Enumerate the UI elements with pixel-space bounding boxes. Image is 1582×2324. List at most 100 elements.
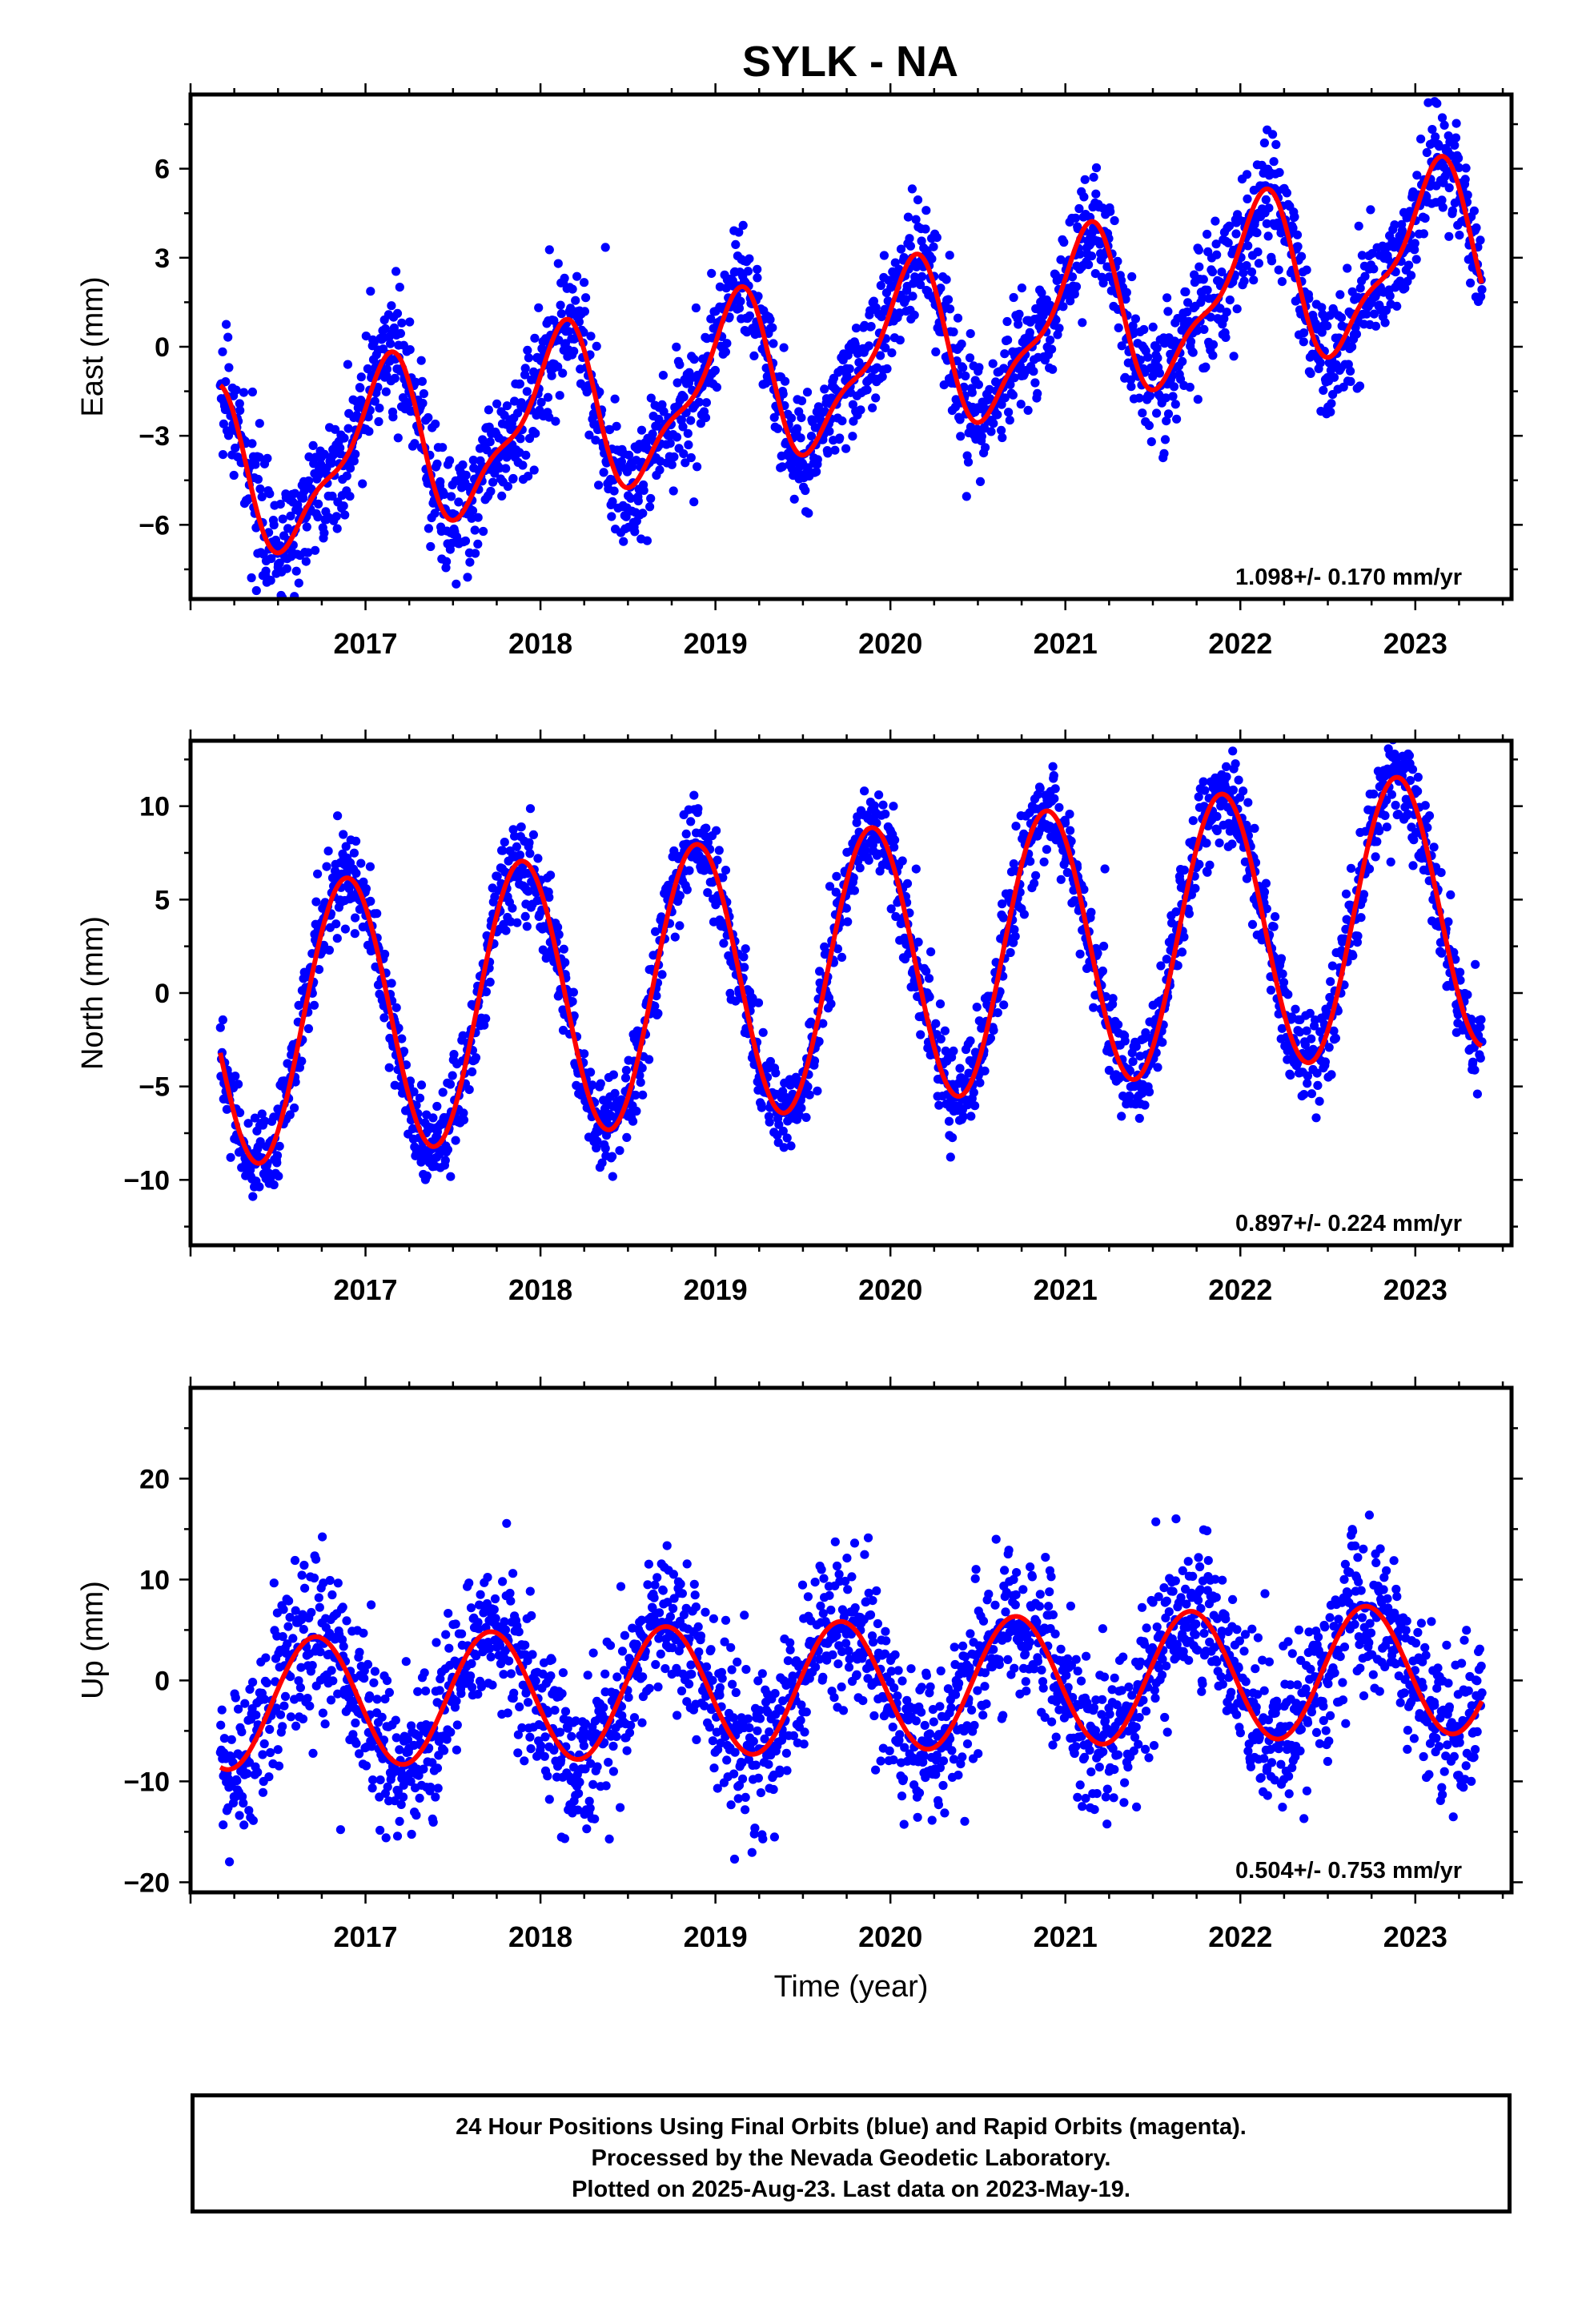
- east-data-point: [842, 371, 852, 380]
- north-data-point: [1429, 842, 1439, 852]
- north-data-point: [1407, 765, 1418, 774]
- east-data-point: [239, 388, 249, 397]
- east-data-point: [224, 363, 234, 372]
- east-data-point: [1319, 385, 1328, 395]
- east-data-point: [773, 424, 783, 433]
- north-y-tick-label: 0: [155, 979, 170, 1009]
- east-data-point: [1343, 263, 1352, 273]
- north-data-point: [1295, 1027, 1305, 1037]
- up-data-point: [286, 1712, 295, 1722]
- east-data-point: [286, 511, 295, 521]
- east-data-point: [1404, 260, 1414, 270]
- north-data-point: [934, 1100, 944, 1110]
- north-data-point: [459, 1115, 469, 1124]
- north-data-point: [731, 996, 741, 1006]
- east-data-point: [278, 514, 287, 524]
- north-data-point: [351, 836, 361, 846]
- east-data-point: [1268, 130, 1278, 139]
- east-data-point: [765, 315, 775, 324]
- east-data-point: [1369, 309, 1379, 319]
- up-data-point: [239, 1799, 248, 1808]
- north-data-point: [636, 1078, 645, 1088]
- east-data-point: [1422, 147, 1431, 158]
- east-data-point: [1002, 316, 1012, 327]
- east-data-point: [269, 520, 279, 530]
- north-data-point: [757, 1103, 767, 1112]
- east-data-point: [851, 324, 861, 333]
- east-data-point: [943, 295, 954, 304]
- east-data-point: [544, 245, 554, 255]
- north-data-point: [860, 786, 869, 796]
- east-data-point: [1438, 203, 1447, 212]
- east-data-point: [988, 359, 998, 368]
- east-data-point: [1239, 276, 1249, 286]
- north-data-point: [588, 1080, 597, 1090]
- east-data-point: [361, 332, 371, 341]
- north-data-point: [1086, 907, 1096, 917]
- east-data-point: [608, 497, 617, 507]
- east-x-tick-label: 2022: [1208, 627, 1272, 660]
- east-data-point: [339, 501, 348, 511]
- east-data-point: [916, 279, 926, 290]
- north-data-point: [771, 1068, 781, 1078]
- east-data-point: [1192, 326, 1202, 336]
- east-data-point: [503, 481, 513, 492]
- north-data-point: [1239, 786, 1248, 796]
- east-data-point: [868, 403, 877, 412]
- north-data-point: [272, 1158, 282, 1168]
- east-data-point: [345, 464, 355, 473]
- east-data-point: [953, 313, 963, 323]
- north-data-point: [1278, 969, 1287, 979]
- east-data-point: [1074, 203, 1084, 214]
- north-data-point: [1019, 910, 1029, 919]
- up-data-point: [298, 1714, 308, 1724]
- east-data-point: [890, 258, 900, 267]
- north-data-point: [1327, 961, 1337, 971]
- up-data-point: [286, 1672, 295, 1682]
- east-data-point: [520, 370, 530, 380]
- north-data-point: [890, 835, 900, 845]
- north-data-point: [931, 1019, 941, 1028]
- north-data-point: [1144, 1087, 1154, 1097]
- east-x-tick-label: 2019: [684, 627, 748, 660]
- east-data-point: [1160, 435, 1170, 444]
- east-data-point: [1354, 221, 1363, 231]
- east-data-point: [1006, 380, 1015, 389]
- north-data-point: [1200, 786, 1210, 795]
- north-data-point: [637, 1063, 647, 1073]
- north-data-point: [1371, 852, 1380, 862]
- east-data-point: [871, 393, 881, 403]
- east-data-point: [1444, 231, 1454, 241]
- north-data-point: [874, 790, 884, 800]
- east-data-point: [219, 419, 228, 428]
- north-data-point: [255, 1137, 265, 1147]
- east-data-point: [683, 428, 693, 438]
- east-data-point: [887, 348, 897, 358]
- east-data-point: [639, 485, 648, 496]
- north-data-point: [226, 1152, 235, 1162]
- north-data-point: [1277, 1023, 1287, 1033]
- north-data-point: [872, 818, 881, 828]
- east-data-point: [1091, 163, 1102, 173]
- north-data-point: [1205, 860, 1215, 870]
- east-data-point: [1223, 238, 1233, 247]
- east-data-point: [255, 419, 264, 428]
- east-data-point: [301, 557, 311, 566]
- east-data-point: [1091, 189, 1101, 199]
- north-data-point: [966, 1112, 976, 1121]
- east-data-point: [530, 333, 540, 343]
- east-data-point: [1148, 322, 1158, 332]
- north-data-point: [397, 1034, 407, 1043]
- east-data-point: [468, 456, 478, 465]
- north-data-point: [815, 967, 825, 976]
- north-data-point: [833, 944, 842, 954]
- east-data-point: [1154, 368, 1164, 378]
- east-data-point: [1275, 167, 1284, 177]
- north-data-point: [1311, 1113, 1321, 1123]
- north-data-point: [703, 888, 713, 898]
- east-data-point: [510, 396, 520, 406]
- east-data-point: [907, 184, 917, 194]
- north-data-point: [1413, 786, 1423, 796]
- east-data-point: [981, 443, 990, 452]
- north-data-point: [1125, 1091, 1134, 1101]
